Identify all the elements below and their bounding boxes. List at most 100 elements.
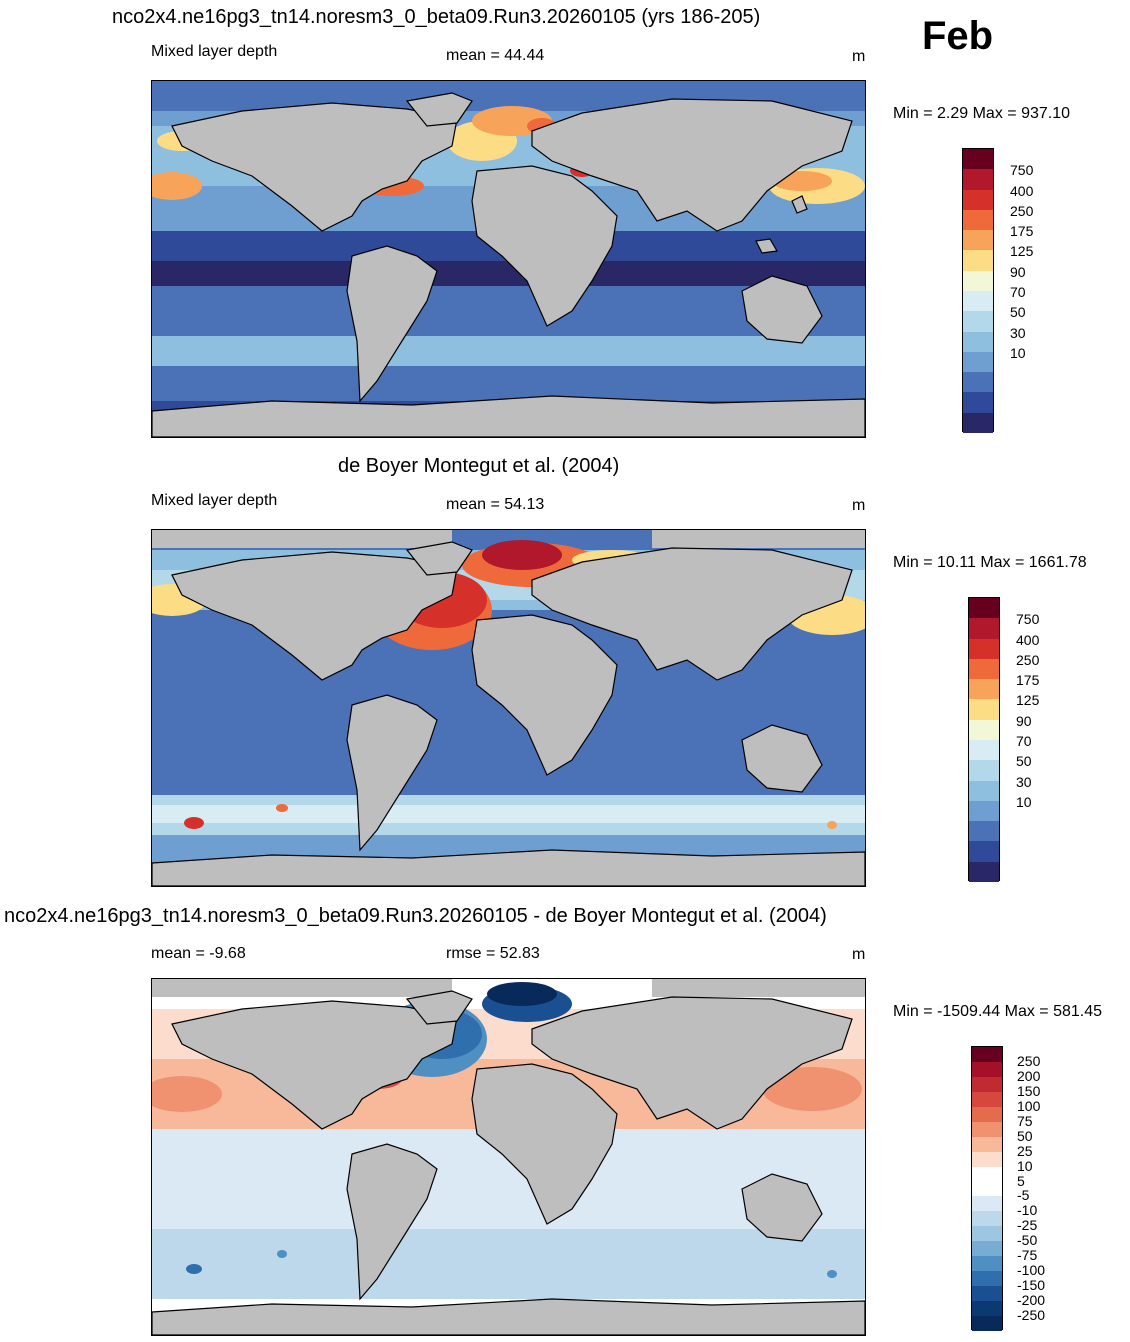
panel3-units: m [852, 946, 866, 963]
panel1-minmax: Min = 2.29 Max = 937.10 [893, 105, 1070, 122]
panel1-colorbar [962, 148, 994, 433]
colorbar-swatch [963, 372, 993, 393]
colorbar-swatch [969, 618, 999, 639]
panel2-minmax: Min = 10.11 Max = 1661.78 [893, 554, 1087, 571]
colorbar-tick-label: 125 [1010, 243, 1034, 260]
colorbar-swatch [963, 270, 993, 291]
colorbar-tick-label: 75 [1017, 1112, 1033, 1129]
panel2-center-label: mean = 54.13 [446, 496, 545, 513]
panel1-center-label: mean = 44.44 [446, 47, 545, 64]
colorbar-swatch [972, 1121, 1002, 1137]
colorbar-swatch [969, 861, 999, 882]
panel2-colorbar [968, 597, 1000, 882]
colorbar-tick-label: -250 [1017, 1307, 1046, 1324]
colorbar-swatch [963, 311, 993, 332]
panel2-units: m [852, 497, 866, 514]
colorbar-tick-label: 150 [1017, 1082, 1041, 1099]
panel3-center-label: rmse = 52.83 [446, 945, 540, 962]
colorbar-swatch [963, 412, 993, 433]
colorbar-swatch [969, 780, 999, 801]
colorbar-swatch [969, 800, 999, 822]
colorbar-tick-label: 750 [1010, 162, 1034, 179]
colorbar-swatch [963, 209, 993, 231]
colorbar-tick-label: 100 [1017, 1097, 1041, 1114]
colorbar-tick-label: 50 [1010, 304, 1026, 321]
colorbar-tick-label: 5 [1017, 1172, 1025, 1189]
colorbar-tick-label: -10 [1017, 1202, 1038, 1219]
colorbar-swatch [972, 1136, 1002, 1152]
colorbar-swatch [972, 1286, 1002, 1301]
colorbar-swatch [963, 290, 993, 312]
colorbar-swatch [972, 1181, 1002, 1197]
colorbar-swatch [963, 230, 993, 251]
colorbar-swatch [969, 699, 999, 720]
panel3-map [151, 978, 866, 1336]
panel2-map-graphic [152, 530, 865, 886]
colorbar-swatch [963, 331, 993, 352]
colorbar-tick-label: 750 [1016, 611, 1040, 628]
colorbar-swatch [972, 1315, 1002, 1331]
colorbar-tick-label: 70 [1016, 733, 1032, 750]
colorbar-swatch [963, 250, 993, 271]
colorbar-swatch [972, 1047, 1002, 1062]
colorbar-tick-label: -100 [1017, 1262, 1046, 1279]
month-label: Feb [922, 14, 994, 58]
panel1-units: m [852, 48, 866, 65]
colorbar-swatch [969, 638, 999, 659]
colorbar-swatch [972, 1076, 1002, 1092]
colorbar-tick-label: 10 [1016, 793, 1032, 810]
colorbar-tick-label: 400 [1010, 182, 1034, 199]
panel3-map-graphic [152, 979, 865, 1335]
colorbar-tick-label: 250 [1016, 651, 1040, 668]
panel2-title: de Boyer Montegut et al. (2004) [338, 455, 620, 477]
colorbar-swatch [969, 679, 999, 700]
colorbar-swatch [972, 1151, 1002, 1167]
panel2-map [151, 529, 866, 887]
colorbar-tick-label: -75 [1017, 1247, 1038, 1264]
colorbar-tick-label: -150 [1017, 1277, 1046, 1294]
colorbar-swatch [969, 598, 999, 619]
colorbar-swatch [969, 739, 999, 761]
colorbar-tick-label: -200 [1017, 1292, 1046, 1309]
colorbar-swatch [969, 821, 999, 842]
colorbar-tick-label: 25 [1017, 1142, 1033, 1159]
colorbar-swatch [969, 760, 999, 781]
colorbar-swatch [972, 1271, 1002, 1286]
colorbar-tick-label: 125 [1016, 692, 1040, 709]
colorbar-tick-label: 50 [1017, 1127, 1033, 1144]
colorbar-tick-label: 175 [1010, 223, 1034, 240]
colorbar-tick-label: 400 [1016, 631, 1040, 648]
colorbar-swatch [972, 1091, 1002, 1107]
colorbar-tick-label: 10 [1010, 344, 1026, 361]
colorbar-tick-label: 30 [1010, 324, 1026, 341]
colorbar-swatch [963, 169, 993, 190]
colorbar-swatch [972, 1196, 1002, 1212]
colorbar-tick-label: 175 [1016, 672, 1040, 689]
panel3-colorbar [971, 1046, 1003, 1331]
colorbar-swatch [972, 1061, 1002, 1077]
colorbar-tick-label: 30 [1016, 773, 1032, 790]
panel3-minmax: Min = -1509.44 Max = 581.45 [893, 1003, 1103, 1020]
panel3-left-label: mean = -9.68 [151, 945, 246, 962]
colorbar-tick-label: 90 [1016, 712, 1032, 729]
panel1-map-graphic [152, 81, 865, 437]
colorbar-tick-label: 250 [1010, 202, 1034, 219]
colorbar-swatch [963, 392, 993, 413]
colorbar-swatch [972, 1256, 1002, 1272]
panel3-title: nco2x4.ne16pg3_tn14.noresm3_0_beta09.Run… [4, 905, 827, 927]
colorbar-swatch [963, 189, 993, 210]
colorbar-swatch [972, 1106, 1002, 1122]
colorbar-tick-label: 70 [1010, 284, 1026, 301]
colorbar-swatch [972, 1241, 1002, 1257]
colorbar-tick-label: 200 [1017, 1067, 1041, 1084]
panel1-title: nco2x4.ne16pg3_tn14.noresm3_0_beta09.Run… [112, 6, 761, 28]
colorbar-swatch [963, 351, 993, 373]
colorbar-swatch [963, 149, 993, 170]
colorbar-swatch [972, 1226, 1002, 1242]
panel1-map [151, 80, 866, 438]
colorbar-tick-label: -5 [1017, 1187, 1030, 1204]
colorbar-swatch [972, 1166, 1002, 1182]
colorbar-tick-label: 10 [1017, 1157, 1033, 1174]
colorbar-swatch [969, 719, 999, 740]
colorbar-swatch [969, 841, 999, 862]
